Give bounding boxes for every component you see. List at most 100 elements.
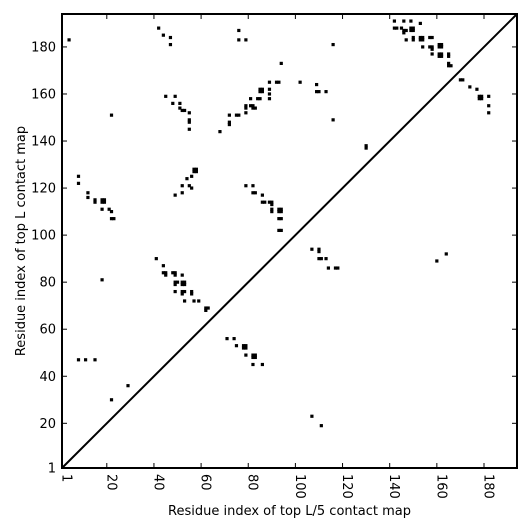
contact-point <box>260 200 264 204</box>
contact-point <box>192 299 196 303</box>
contact-point <box>447 61 451 65</box>
contact-point <box>270 207 274 211</box>
contact-point <box>192 170 196 174</box>
contact-point <box>251 106 255 110</box>
contact-point <box>173 289 177 294</box>
contact-point <box>173 193 177 197</box>
contact-point <box>258 97 262 101</box>
contact-point <box>154 257 158 261</box>
contact-point <box>178 101 182 105</box>
contact-point <box>267 87 272 91</box>
contact-point <box>439 42 444 47</box>
contact-point <box>173 94 177 98</box>
contact-point <box>277 210 281 214</box>
contact-point <box>251 362 255 367</box>
contact-point <box>182 282 187 287</box>
contact-point <box>164 271 168 275</box>
contact-point <box>100 278 104 282</box>
diagonal-line <box>61 13 518 469</box>
contact-point <box>279 217 283 221</box>
contact-point <box>392 26 397 30</box>
contact-point <box>107 207 111 211</box>
contact-point <box>241 346 246 350</box>
contact-point <box>404 28 408 33</box>
contact-point <box>241 344 246 348</box>
x-tick-label: 1 <box>59 474 74 482</box>
contact-point <box>182 280 187 284</box>
contact-point <box>277 207 281 211</box>
contact-point <box>487 104 491 108</box>
contact-point <box>206 306 210 310</box>
contact-point <box>109 113 114 117</box>
contact-point <box>237 113 241 117</box>
contact-point <box>173 273 177 277</box>
contact-point <box>102 200 107 204</box>
contact-point <box>260 362 264 367</box>
contact-point <box>253 191 257 195</box>
contact-point <box>310 414 314 418</box>
contact-point <box>218 130 222 134</box>
contact-point <box>270 200 274 204</box>
contact-point <box>402 19 406 23</box>
contact-point <box>411 38 415 42</box>
contact-point <box>194 167 198 171</box>
x-tick-label: 120 <box>339 474 354 499</box>
contact-point <box>232 337 236 341</box>
contact-point <box>109 210 114 214</box>
contact-point <box>477 97 481 101</box>
contact-point <box>182 299 187 303</box>
contact-point <box>317 257 321 261</box>
contact-point <box>126 384 130 388</box>
x-tick-label: 140 <box>386 474 401 499</box>
contact-point <box>86 191 90 195</box>
data-points <box>67 19 491 428</box>
contact-point <box>444 252 448 256</box>
contact-point <box>157 26 161 30</box>
contact-point <box>161 271 165 275</box>
contact-point <box>93 200 97 204</box>
contact-point <box>428 35 432 40</box>
contact-point <box>100 200 104 204</box>
y-tick-label: 160 <box>31 87 56 102</box>
x-axis-label: Residue index of top L/5 contact map <box>168 504 411 519</box>
contact-point <box>190 174 194 178</box>
contact-point <box>93 358 97 362</box>
contact-point <box>244 104 248 108</box>
contact-point <box>447 54 451 58</box>
contact-point <box>437 54 441 58</box>
contact-point <box>435 259 439 263</box>
contact-point <box>164 273 168 277</box>
contact-point <box>251 353 255 357</box>
contact-point <box>409 26 413 30</box>
contact-point <box>227 120 231 124</box>
contact-point <box>430 45 434 49</box>
contact-point <box>274 80 279 84</box>
y-tick-label: 140 <box>31 135 56 150</box>
contact-point <box>253 355 257 360</box>
contact-point <box>161 33 165 37</box>
contact-point <box>187 118 191 122</box>
contact-point <box>260 90 264 94</box>
contact-point <box>430 47 434 51</box>
contact-point <box>267 97 272 101</box>
contact-point <box>86 195 90 200</box>
contact-point <box>164 94 168 98</box>
contact-point <box>333 266 338 270</box>
contact-point <box>173 280 177 284</box>
contact-point <box>190 292 194 296</box>
contact-point <box>421 35 425 40</box>
contact-point <box>109 217 114 221</box>
contact-point <box>168 35 173 40</box>
contact-point <box>234 344 239 348</box>
contact-point <box>317 249 321 254</box>
contact-point <box>249 104 253 108</box>
contact-point <box>182 289 187 294</box>
contact-point <box>93 198 97 202</box>
contact-point <box>326 266 330 270</box>
contact-point <box>187 127 191 131</box>
y-axis-label: Residue index of top L contact map <box>14 126 29 356</box>
contact-point <box>187 184 191 188</box>
contact-point <box>258 87 262 91</box>
contact-point <box>244 184 248 188</box>
